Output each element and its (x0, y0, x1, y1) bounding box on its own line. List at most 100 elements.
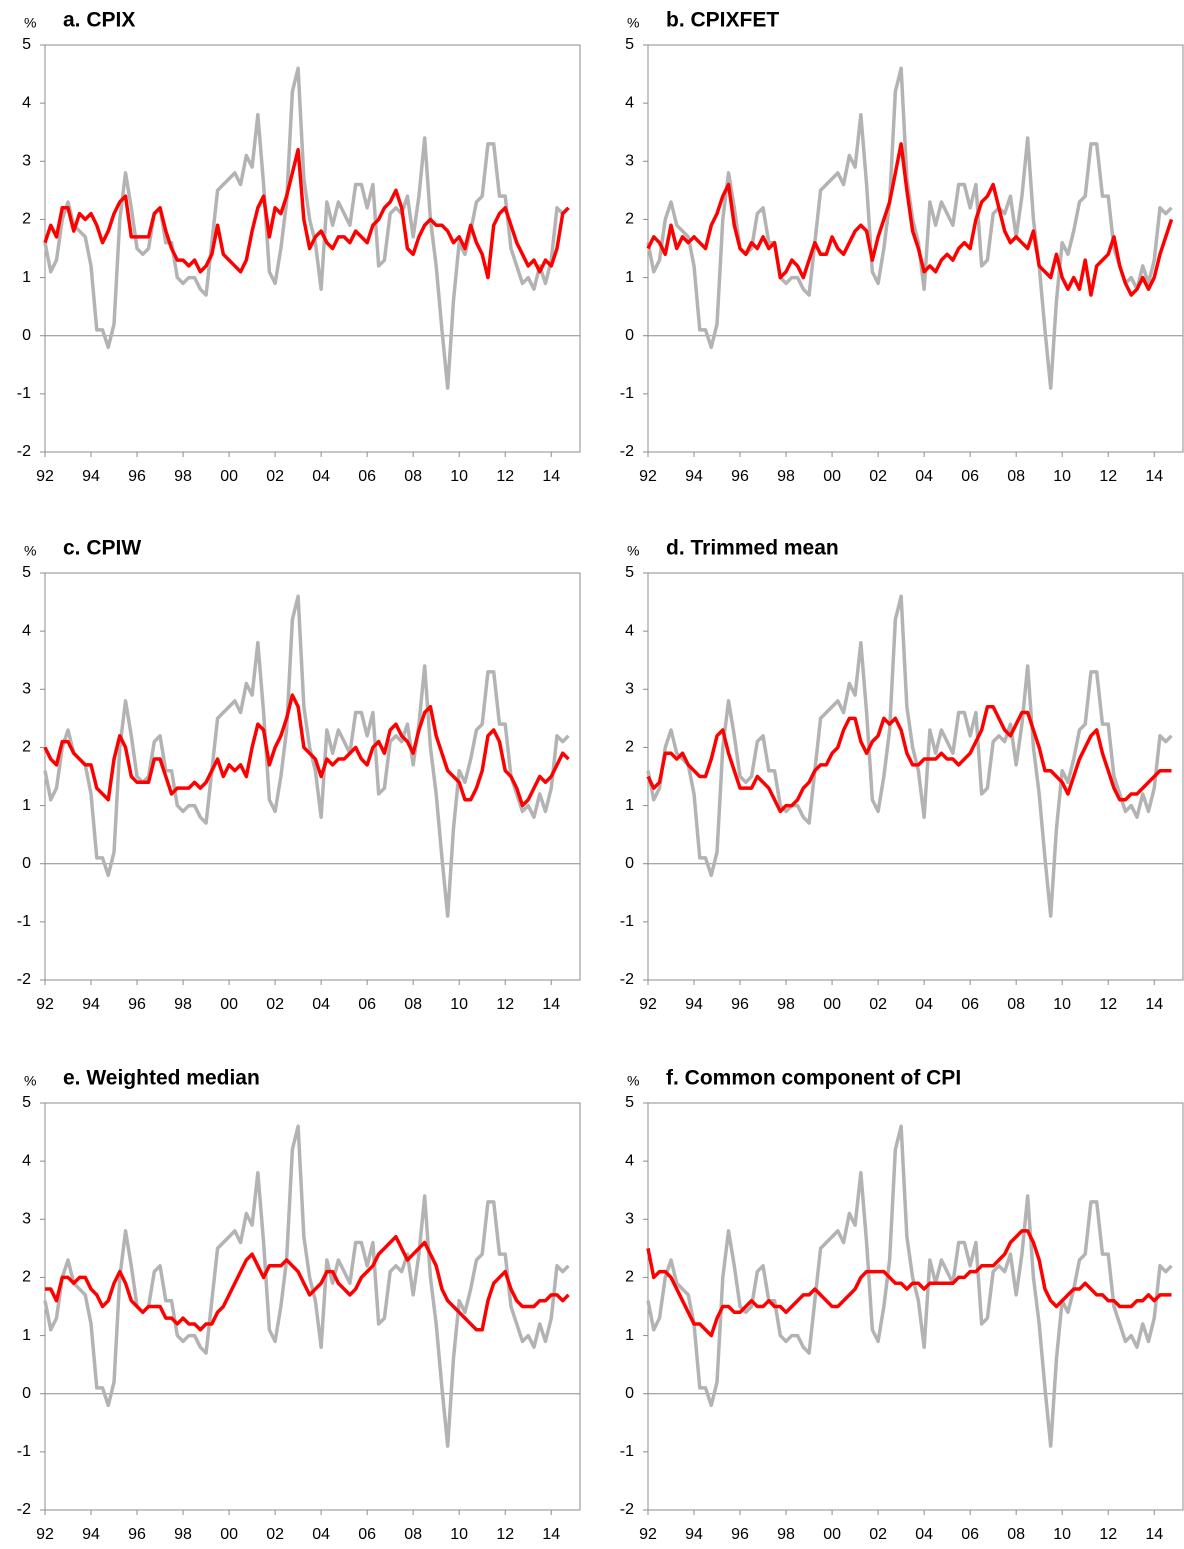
y-tick-label: 1 (625, 797, 634, 814)
x-tick-label: 94 (82, 996, 100, 1013)
series-line (646, 66, 1173, 390)
x-tick-label: 12 (496, 996, 514, 1013)
y-tick-label: 4 (22, 622, 31, 639)
chart-title: f. Common component of CPI (666, 1067, 961, 1090)
plot-frame (647, 44, 1184, 453)
x-tick-label: 96 (731, 996, 749, 1013)
y-tick-label: 5 (625, 36, 634, 53)
y-tick-label: 3 (22, 153, 31, 170)
x-tick-label: 00 (220, 996, 238, 1013)
y-tick-label: 5 (22, 564, 31, 581)
x-tick-label: 08 (1007, 996, 1025, 1013)
y-tick-label: 4 (625, 622, 634, 639)
y-tick-label: -1 (17, 1443, 31, 1460)
x-tick-label: 12 (1099, 468, 1117, 485)
x-tick-label: 92 (36, 468, 54, 485)
x-tick-label: 10 (1053, 1526, 1071, 1543)
x-tick-label: 10 (450, 996, 468, 1013)
x-tick-label: 10 (450, 468, 468, 485)
x-tick-label: 96 (731, 468, 749, 485)
y-tick-label: 4 (22, 94, 31, 111)
y-tick-label: 4 (625, 1152, 634, 1169)
series-line (646, 1229, 1172, 1338)
y-axis-unit: % (24, 1073, 36, 1089)
x-tick-label: 02 (266, 468, 284, 485)
x-tick-label: 98 (174, 996, 192, 1013)
x-tick-label: 00 (823, 468, 841, 485)
y-tick-label: 4 (22, 1152, 31, 1169)
x-tick-label: 94 (685, 1526, 703, 1543)
y-axis-unit: % (24, 543, 36, 559)
x-tick-label: 00 (823, 1526, 841, 1543)
x-tick-label: 98 (174, 1526, 192, 1543)
y-tick-label: 4 (625, 94, 634, 111)
plot-frame (44, 1102, 581, 1511)
x-tick-label: 00 (823, 996, 841, 1013)
x-tick-label: 14 (542, 1526, 560, 1543)
y-tick-label: 2 (22, 739, 31, 756)
y-tick-label: -1 (620, 385, 634, 402)
x-tick-label: 02 (266, 1526, 284, 1543)
x-tick-label: 00 (220, 1526, 238, 1543)
y-tick-label: 1 (22, 269, 31, 286)
y-tick-label: 3 (22, 1211, 31, 1228)
y-tick-label: 5 (22, 1094, 31, 1111)
x-tick-label: 96 (731, 1526, 749, 1543)
x-tick-label: 92 (639, 468, 657, 485)
series-line (646, 594, 1173, 918)
x-tick-label: 08 (404, 468, 422, 485)
y-tick-label: 0 (22, 327, 31, 344)
y-axis-unit: % (627, 1073, 639, 1089)
x-tick-label: 08 (404, 1526, 422, 1543)
series-line (646, 142, 1174, 297)
y-tick-label: 0 (22, 1385, 31, 1402)
y-tick-label: -1 (620, 913, 634, 930)
x-tick-label: 06 (358, 996, 376, 1013)
y-tick-label: 5 (625, 1094, 634, 1111)
x-tick-label: 04 (915, 468, 933, 485)
y-tick-label: 0 (625, 855, 634, 872)
x-tick-label: 92 (36, 996, 54, 1013)
x-tick-label: 12 (1099, 996, 1117, 1013)
x-tick-label: 04 (312, 996, 330, 1013)
y-tick-label: 0 (625, 327, 634, 344)
chart-title: b. CPIXFET (666, 9, 779, 32)
y-tick-label: 3 (625, 1211, 634, 1228)
y-tick-label: -2 (620, 1501, 634, 1518)
y-tick-label: 2 (22, 211, 31, 228)
chart-title: a. CPIX (63, 9, 135, 32)
x-tick-label: 98 (777, 1526, 795, 1543)
x-tick-label: 92 (639, 1526, 657, 1543)
x-tick-label: 94 (82, 1526, 100, 1543)
y-tick-label: 0 (22, 855, 31, 872)
x-tick-label: 08 (1007, 1526, 1025, 1543)
y-axis-unit: % (24, 15, 36, 31)
x-tick-label: 98 (777, 468, 795, 485)
y-tick-label: -2 (17, 1501, 31, 1518)
y-tick-label: -1 (17, 385, 31, 402)
y-axis-unit: % (627, 543, 639, 559)
y-tick-label: 2 (625, 739, 634, 756)
x-tick-label: 00 (220, 468, 238, 485)
x-tick-label: 14 (1145, 1526, 1163, 1543)
x-tick-label: 06 (358, 468, 376, 485)
chart-title: e. Weighted median (63, 1067, 260, 1090)
y-tick-label: 0 (625, 1385, 634, 1402)
x-tick-label: 14 (1145, 996, 1163, 1013)
y-axis-unit: % (627, 15, 639, 31)
x-tick-label: 08 (404, 996, 422, 1013)
x-tick-label: 94 (82, 468, 100, 485)
x-tick-label: 14 (542, 468, 560, 485)
x-tick-label: 06 (358, 1526, 376, 1543)
y-tick-label: -2 (620, 443, 634, 460)
y-tick-label: 3 (625, 153, 634, 170)
series-line (646, 1124, 1173, 1448)
x-tick-label: 08 (1007, 468, 1025, 485)
x-tick-label: 04 (312, 468, 330, 485)
x-tick-label: 10 (450, 1526, 468, 1543)
x-tick-label: 04 (915, 1526, 933, 1543)
x-tick-label: 12 (496, 1526, 514, 1543)
